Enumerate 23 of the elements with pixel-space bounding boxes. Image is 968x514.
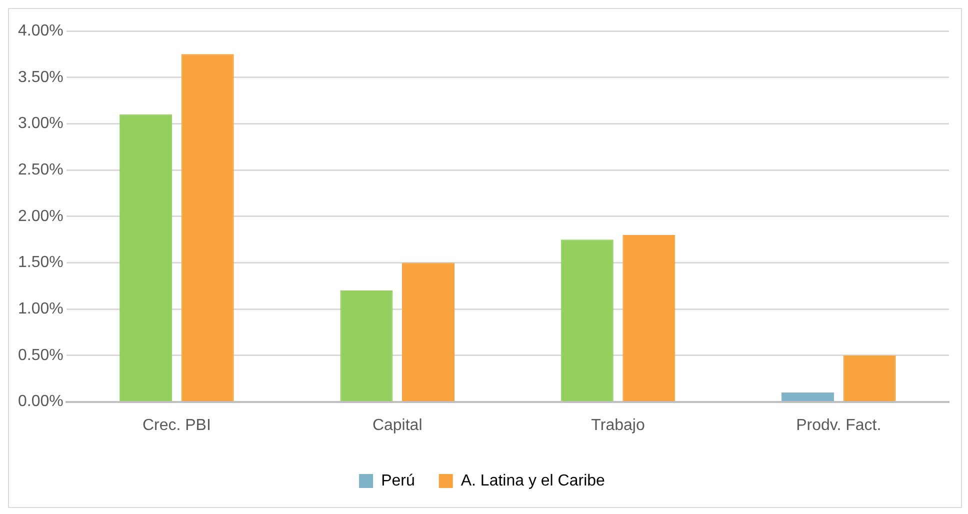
x-tick-label: Crec. PBI bbox=[142, 416, 211, 434]
y-tick-label: 0.00% bbox=[18, 393, 64, 410]
y-tick-label: 0.50% bbox=[18, 346, 64, 364]
bar bbox=[402, 262, 455, 402]
legend-label: Perú bbox=[381, 472, 415, 490]
x-tick-label: Trabajo bbox=[591, 416, 645, 434]
x-tick-label: Capital bbox=[372, 416, 422, 434]
bar bbox=[120, 114, 172, 402]
y-tick-label: 2.50% bbox=[18, 161, 64, 178]
y-tick-label: 3.00% bbox=[18, 115, 64, 132]
bar bbox=[560, 240, 614, 402]
y-tick-label: 1.50% bbox=[18, 254, 64, 272]
y-tick-label: 1.00% bbox=[18, 300, 64, 318]
bar bbox=[782, 392, 834, 402]
y-tick-label: 4.00% bbox=[18, 22, 64, 40]
legend-label: A. Latina y el Caribe bbox=[460, 472, 606, 490]
bar bbox=[843, 355, 896, 402]
y-tick-label: 3.50% bbox=[18, 68, 64, 86]
bar bbox=[340, 290, 393, 402]
bar bbox=[622, 234, 676, 402]
bar bbox=[181, 54, 234, 402]
x-tick-label: Prodv. Fact. bbox=[796, 416, 882, 434]
y-tick-label: 2.00% bbox=[18, 208, 64, 225]
